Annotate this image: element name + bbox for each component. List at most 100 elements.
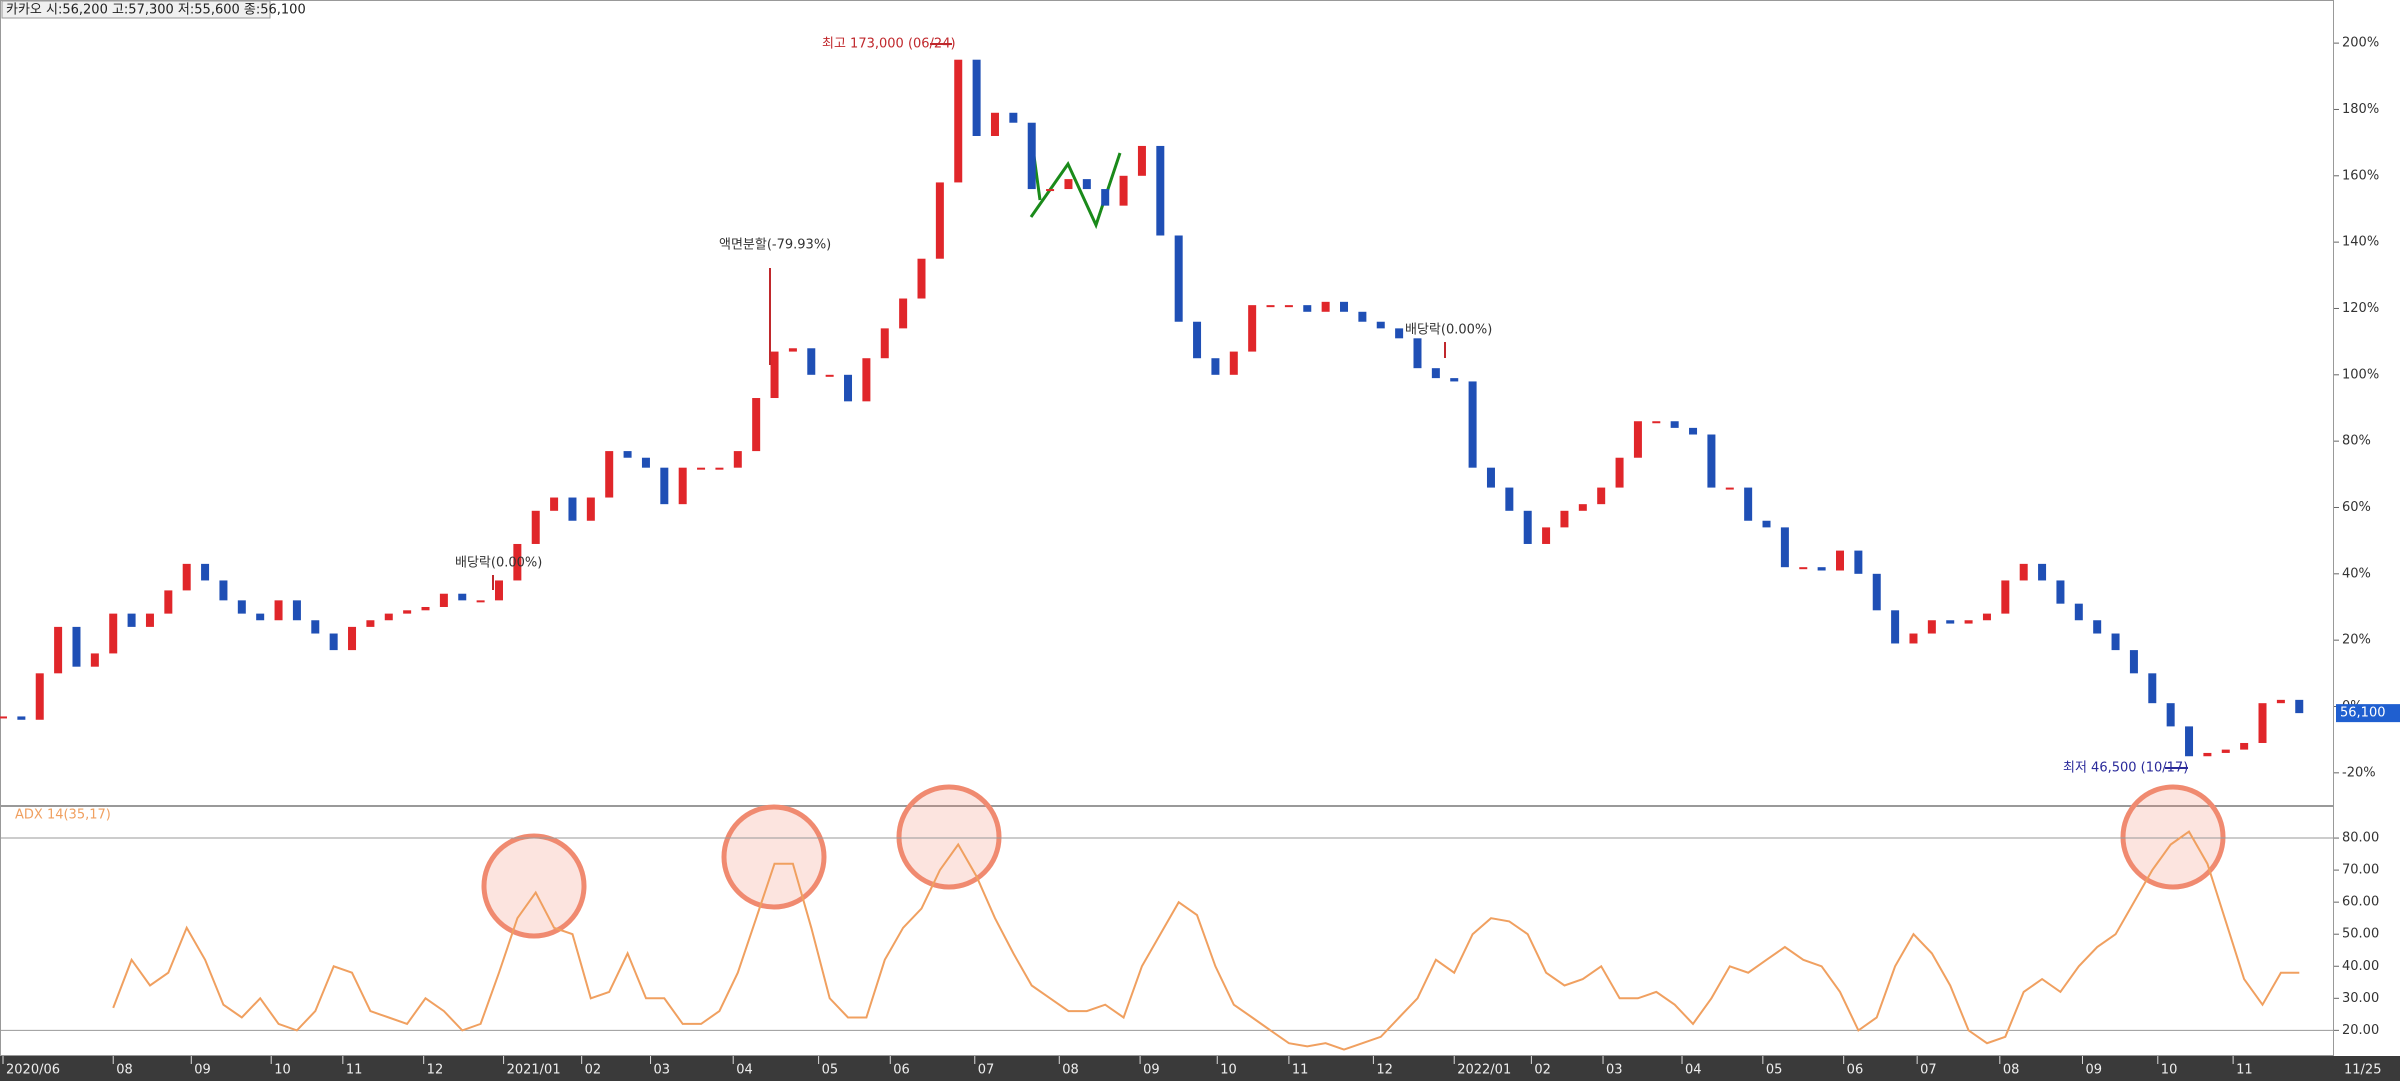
candle [1689, 427, 1698, 435]
candle [1725, 487, 1734, 490]
y-tick-label: 120% [2342, 301, 2379, 316]
y-tick-label: 100% [2342, 367, 2379, 382]
candle [1836, 550, 1844, 571]
x-tick-label: 02 [1534, 1063, 1551, 1078]
candle [899, 298, 908, 329]
x-tick-label: 05 [822, 1063, 839, 1078]
candle [1340, 301, 1349, 312]
candle [2221, 749, 2230, 753]
candle [752, 398, 761, 452]
candle [1707, 434, 1716, 488]
candle [2056, 580, 2065, 604]
candle [403, 610, 412, 614]
candle [1946, 620, 1955, 624]
x-tick-label: 12 [1376, 1063, 1393, 1078]
candle [513, 543, 522, 581]
candle [1064, 179, 1073, 190]
candle [109, 613, 118, 654]
x-tick-label: 12 [427, 1063, 444, 1078]
candle [1744, 487, 1753, 521]
candle [1046, 189, 1055, 192]
candle [917, 258, 926, 299]
annotation: 배당락(0.00%) [455, 556, 542, 571]
x-tick-label: 07 [1920, 1063, 1937, 1078]
candle [1486, 467, 1495, 488]
candle [935, 182, 944, 259]
candle [311, 620, 320, 634]
candle [1633, 421, 1642, 458]
highlight-circle [896, 784, 1002, 890]
candle [880, 328, 889, 359]
candle [1266, 305, 1275, 308]
x-tick-label: 08 [116, 1063, 133, 1078]
candle [219, 580, 228, 601]
x-tick-label: 2022/01 [1457, 1063, 1511, 1078]
y-tick-label: 60.00 [2342, 895, 2379, 910]
candle [1211, 358, 1220, 375]
candle [1780, 527, 1789, 568]
last-date: 11/25 [2344, 1063, 2381, 1078]
candle [1652, 421, 1661, 424]
candle [788, 348, 797, 352]
candle [145, 613, 154, 627]
candle [1891, 610, 1900, 644]
x-tick-label: 10 [1220, 1063, 1237, 1078]
candle [2001, 580, 2010, 614]
candle [1119, 175, 1128, 206]
y-tick-label: 40% [2342, 566, 2371, 581]
candle [1817, 567, 1826, 571]
y-tick-label: 40.00 [2342, 959, 2379, 974]
x-tick-label: 02 [585, 1063, 602, 1078]
candle [1670, 421, 1679, 428]
candle [2111, 633, 2120, 651]
y-tick-label: 50.00 [2342, 927, 2379, 942]
candle [1395, 328, 1404, 339]
candle [1909, 633, 1918, 644]
x-tick-label: 07 [978, 1063, 995, 1078]
y-tick-label: 80.00 [2342, 831, 2379, 846]
candle [2038, 563, 2047, 581]
candle [862, 358, 871, 402]
y-tick-label: 30.00 [2342, 991, 2379, 1006]
candle [715, 467, 724, 470]
candle [972, 59, 981, 136]
candle [1505, 487, 1514, 511]
highlight-circle [721, 804, 827, 910]
header-box [1, 0, 271, 19]
adx-line [112, 830, 2300, 1051]
x-tick-label: 11 [2236, 1063, 2253, 1078]
candle [182, 563, 191, 591]
y-tick-label: 180% [2342, 102, 2379, 117]
candle [1101, 189, 1110, 206]
candle [494, 580, 503, 601]
candle [586, 497, 595, 521]
candle [1542, 527, 1551, 544]
x-tick-label: 03 [654, 1063, 671, 1078]
candle [2240, 742, 2249, 750]
x-tick-label: 09 [2085, 1063, 2102, 1078]
candle [1872, 573, 1881, 611]
candle [1303, 305, 1312, 312]
candle [1927, 620, 1936, 634]
candle [1597, 487, 1606, 505]
candle [1137, 145, 1146, 176]
y-tick-label: -20% [2342, 765, 2376, 780]
x-tick-label: 08 [2003, 1063, 2020, 1078]
candle [348, 626, 357, 651]
x-tick-label: 09 [1143, 1063, 1160, 1078]
x-tick-label: 04 [1685, 1063, 1702, 1078]
x-tick-label: 05 [1766, 1063, 1783, 1078]
candle [990, 112, 999, 136]
candle [384, 613, 393, 621]
y-tick-label: 20.00 [2342, 1023, 2379, 1038]
annotation: 배당락(0.00%) [1405, 323, 1492, 338]
candle [2185, 726, 2194, 757]
candle [1450, 378, 1459, 382]
candle [1174, 235, 1183, 322]
candle [660, 467, 669, 505]
candle [90, 653, 99, 667]
candle [825, 374, 834, 377]
candle [2276, 699, 2285, 704]
